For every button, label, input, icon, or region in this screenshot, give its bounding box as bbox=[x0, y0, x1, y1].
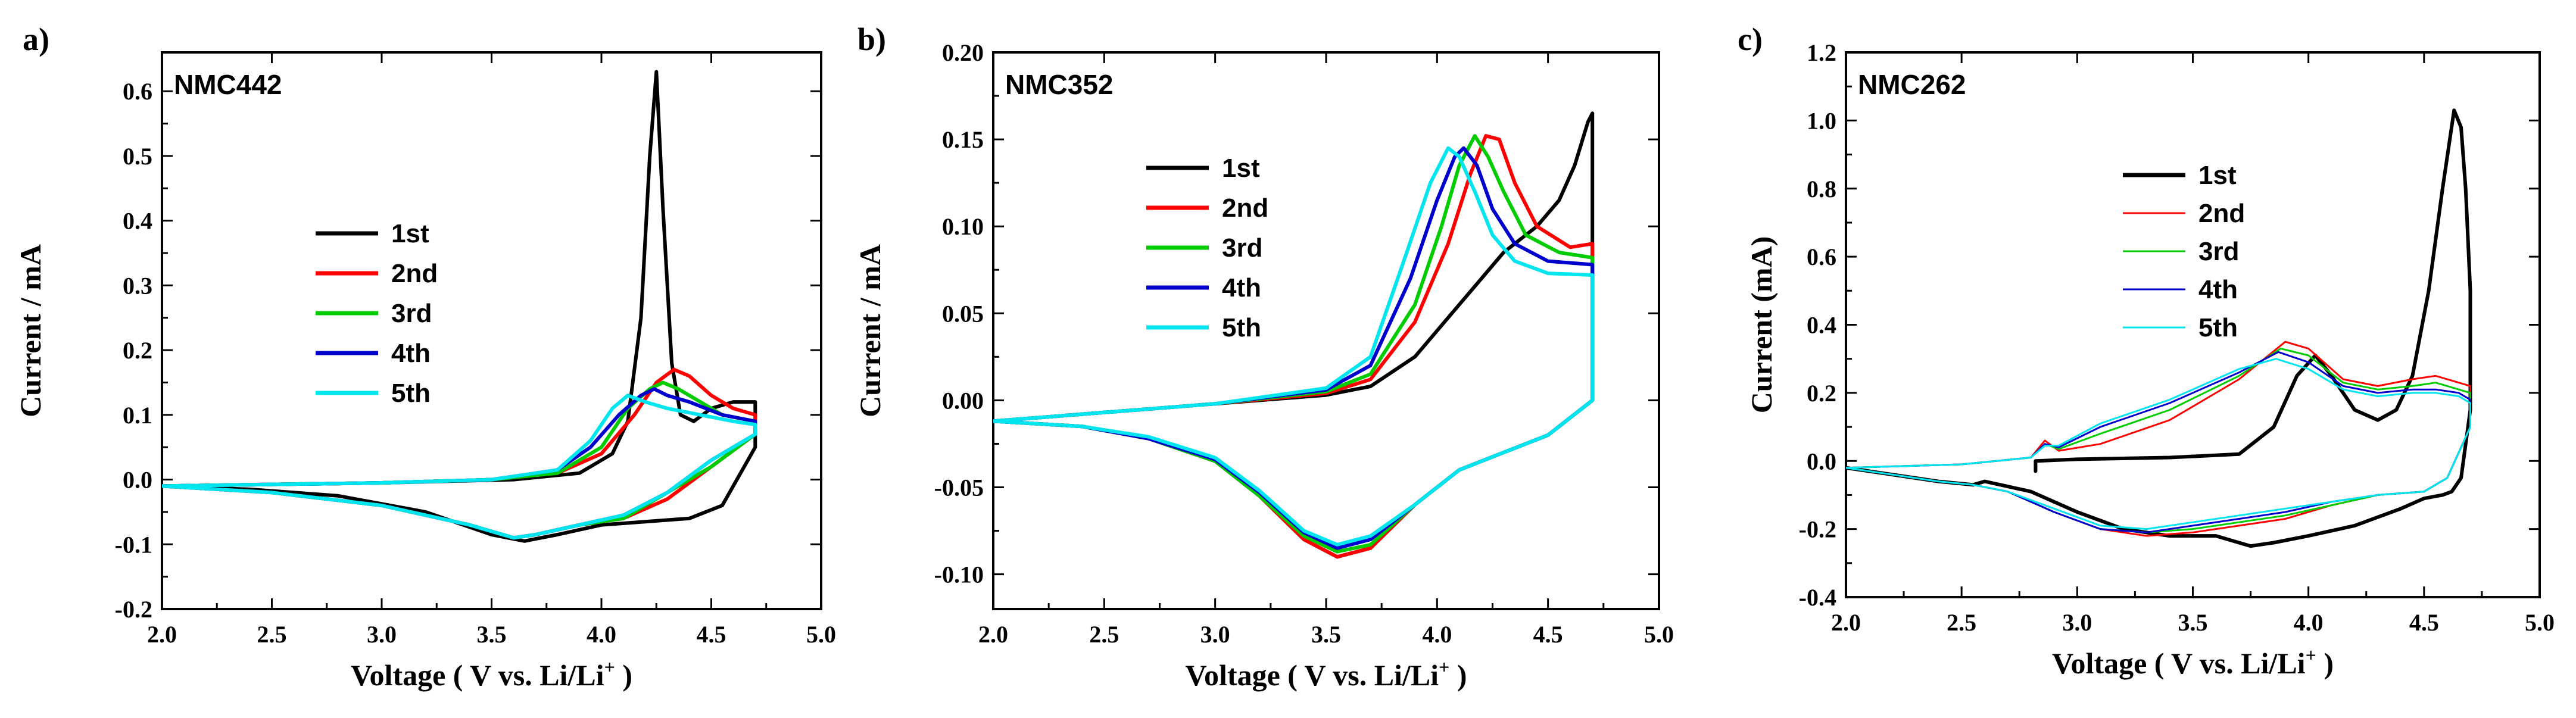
y-tick-label: -0.1 bbox=[115, 531, 152, 558]
chart-panel-3: c) 2.0 2.5 3.0 3.5 4.0 4.5 5.0 -0.4 -0.2 0.0 0.2 0.4… bbox=[1738, 21, 2555, 680]
series-line-1st bbox=[162, 70, 757, 543]
chart-panel-1: a) 2.0 2.5 3.0 3.5 4.0 4.5 5.0 -0.2 -0.1 0.0 0.1 0.2… bbox=[14, 21, 836, 692]
x-tick-label: 5.0 bbox=[806, 621, 836, 648]
legend-label: 4th bbox=[2198, 275, 2238, 304]
x-tick-label: 2.0 bbox=[147, 621, 177, 648]
y-tick-label: -0.4 bbox=[1799, 584, 1836, 611]
plot-frame bbox=[161, 51, 822, 610]
panel-label: b) bbox=[857, 21, 886, 57]
sample-title: NMC442 bbox=[174, 69, 282, 100]
series-line-4th bbox=[1846, 351, 2471, 533]
x-tick-label: 2.0 bbox=[1831, 609, 1861, 636]
series-line-5th bbox=[993, 146, 1595, 547]
y-tick-label: 0.6 bbox=[1807, 244, 1836, 270]
x-tick-label: 5.0 bbox=[1644, 621, 1674, 648]
legend-label: 2nd bbox=[2198, 199, 2245, 228]
y-tick-label: 0.0 bbox=[1807, 448, 1836, 474]
y-tick-label: 0.0 bbox=[123, 467, 152, 494]
y-tick-label: 0.4 bbox=[123, 208, 152, 235]
plot-frame bbox=[1845, 51, 2541, 598]
y-tick-label: 0.1 bbox=[123, 402, 152, 429]
x-tick-label: 3.0 bbox=[367, 621, 397, 648]
y-tick-label: 0.20 bbox=[942, 39, 984, 66]
x-tick-label: 5.0 bbox=[2525, 609, 2555, 636]
series-line-2nd bbox=[993, 134, 1595, 559]
x-tick-label: 3.5 bbox=[1311, 621, 1341, 648]
x-tick-label: 2.5 bbox=[1947, 609, 1976, 636]
sample-title: NMC352 bbox=[1005, 69, 1114, 100]
y-tick-label: -0.2 bbox=[1799, 516, 1836, 543]
y-tick-label: 1.2 bbox=[1807, 39, 1836, 66]
x-tick-label: 4.0 bbox=[1422, 621, 1452, 648]
legend-label: 4th bbox=[1222, 273, 1261, 302]
series-line-5th bbox=[1846, 358, 2471, 530]
panel-label: a) bbox=[23, 21, 49, 57]
series-line-3rd bbox=[1846, 348, 2471, 533]
y-tick-label: 0.5 bbox=[123, 143, 152, 170]
x-tick-label: 3.5 bbox=[477, 621, 507, 648]
y-axis-label: Current / mA bbox=[14, 244, 47, 417]
y-tick-label: 0.2 bbox=[1807, 380, 1836, 407]
y-tick-label: 1.0 bbox=[1807, 107, 1836, 134]
y-tick-label: -0.05 bbox=[934, 474, 984, 501]
y-tick-label: 0.4 bbox=[1807, 312, 1836, 339]
x-axis-label: Voltage ( V vs. Li/Li+ ) bbox=[351, 656, 632, 692]
x-axis-label: Voltage ( V vs. Li/Li+ ) bbox=[1186, 656, 1467, 692]
x-tick-label: 4.5 bbox=[697, 621, 726, 648]
y-tick-label: 0.10 bbox=[942, 213, 984, 240]
legend-label: 3rd bbox=[391, 299, 432, 328]
series-line-3rd bbox=[993, 134, 1595, 554]
x-axis-label: Voltage ( V vs. Li/Li+ ) bbox=[2052, 644, 2334, 680]
legend-label: 1st bbox=[391, 219, 429, 248]
legend-label: 2nd bbox=[391, 259, 438, 288]
x-tick-label: 3.5 bbox=[2178, 609, 2208, 636]
y-tick-label: 0.8 bbox=[1807, 176, 1836, 202]
x-tick-label: 2.5 bbox=[257, 621, 287, 648]
x-tick-label: 3.0 bbox=[2062, 609, 2092, 636]
y-axis-label: Current / mA bbox=[853, 244, 887, 417]
sample-title: NMC262 bbox=[1858, 69, 1966, 100]
y-tick-label: 0.6 bbox=[123, 78, 152, 105]
y-tick-label: -0.2 bbox=[115, 596, 152, 623]
x-tick-label: 4.0 bbox=[587, 621, 616, 648]
x-tick-label: 4.0 bbox=[2294, 609, 2324, 636]
x-tick-label: 3.0 bbox=[1200, 621, 1230, 648]
x-tick-label: 4.5 bbox=[1533, 621, 1563, 648]
legend-label: 3rd bbox=[2198, 237, 2239, 266]
legend-label: 1st bbox=[2198, 161, 2237, 190]
y-tick-label: 0.00 bbox=[942, 387, 984, 414]
legend-label: 3rd bbox=[1222, 233, 1262, 263]
series-line-4th bbox=[993, 146, 1595, 550]
y-tick-label: 0.2 bbox=[123, 337, 152, 364]
y-axis-label: Current (mA) bbox=[1745, 236, 1778, 414]
chart-panel-2: b) 2.0 2.5 3.0 3.5 4.0 4.5 5.0 -0.10 -0.05 0.00 0.0… bbox=[853, 21, 1674, 692]
x-tick-label: 2.0 bbox=[978, 621, 1008, 648]
y-tick-label: 0.3 bbox=[123, 272, 152, 299]
series-line-2nd bbox=[1846, 341, 2471, 537]
legend-label: 4th bbox=[391, 339, 431, 368]
legend-label: 1st bbox=[1222, 154, 1260, 183]
legend-label: 2nd bbox=[1222, 193, 1268, 223]
series-line-1st bbox=[993, 111, 1595, 559]
legend-label: 5th bbox=[1222, 313, 1261, 342]
panel-label: c) bbox=[1738, 21, 1763, 57]
series-line-3rd bbox=[162, 380, 757, 540]
plot-frame bbox=[992, 51, 1660, 610]
series-line-4th bbox=[162, 387, 757, 540]
legend-label: 5th bbox=[2198, 313, 2238, 342]
series-line-5th bbox=[162, 394, 757, 540]
x-tick-label: 2.5 bbox=[1089, 621, 1119, 648]
y-tick-label: 0.15 bbox=[942, 126, 984, 153]
legend-label: 5th bbox=[391, 379, 431, 408]
x-tick-label: 4.5 bbox=[2409, 609, 2439, 636]
y-tick-label: -0.10 bbox=[934, 561, 984, 588]
y-tick-label: 0.05 bbox=[942, 300, 984, 327]
